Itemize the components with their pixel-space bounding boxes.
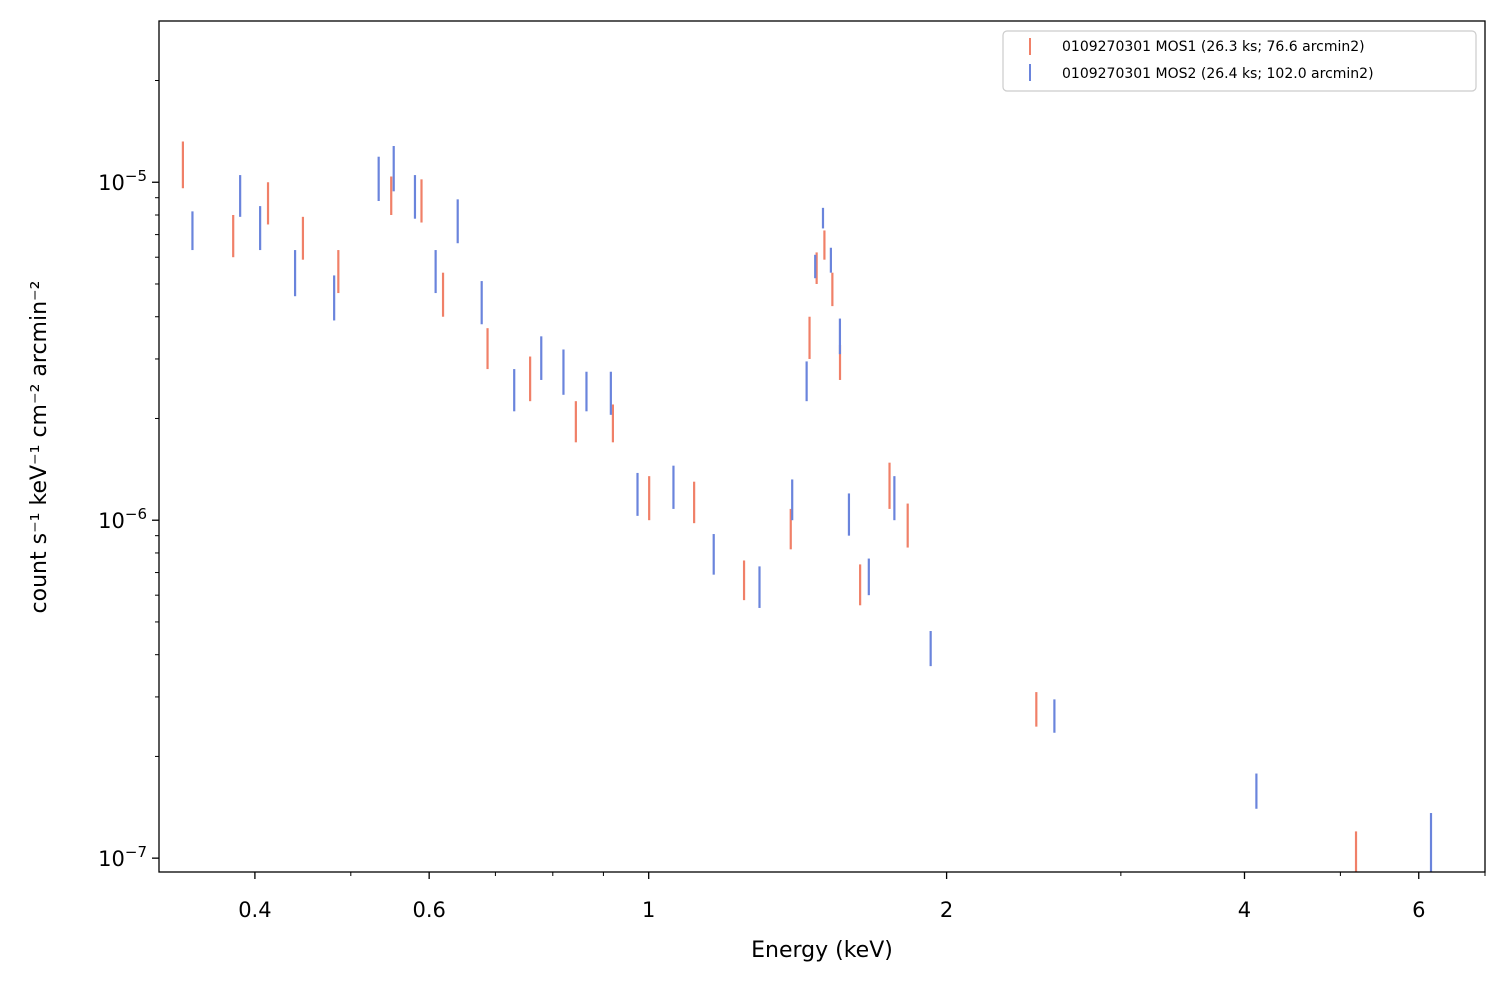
x-tick-label: 0.4 bbox=[238, 898, 271, 922]
series-mos1 bbox=[181, 141, 1358, 872]
x-tick-label: 4 bbox=[1238, 898, 1251, 922]
y-tick-label: 10−7 bbox=[98, 843, 147, 871]
x-tick-label: 1 bbox=[642, 898, 655, 922]
x-axis-title: Energy (keV) bbox=[751, 938, 893, 963]
x-axis-ticks: 0.4 0.6 1 2 4 6 bbox=[238, 872, 1486, 922]
legend-box bbox=[1002, 30, 1477, 92]
y-axis-ticks: 10−7 10−6 10−5 bbox=[98, 80, 159, 871]
series-layer bbox=[181, 141, 1433, 872]
y-axis-title: count s⁻¹ keV⁻¹ cm⁻² arcmin⁻² bbox=[27, 281, 52, 614]
legend-label-mos1: 0109270301 MOS1 (26.3 ks; 76.6 arcmin2) bbox=[1062, 39, 1365, 55]
y-tick-label: 10−6 bbox=[98, 505, 147, 533]
plot-frame bbox=[158, 20, 1486, 873]
legend: 0109270301 MOS1 (26.3 ks; 76.6 arcmin2) … bbox=[1002, 30, 1477, 92]
x-tick-label: 2 bbox=[940, 898, 953, 922]
y-tick-label: 10−5 bbox=[98, 167, 147, 195]
legend-label-mos2: 0109270301 MOS2 (26.4 ks; 102.0 arcmin2) bbox=[1062, 66, 1374, 82]
x-tick-label: 0.6 bbox=[412, 898, 445, 922]
series-mos2 bbox=[191, 146, 1433, 872]
x-tick-label: 6 bbox=[1412, 898, 1425, 922]
axes-layer bbox=[158, 20, 1486, 873]
